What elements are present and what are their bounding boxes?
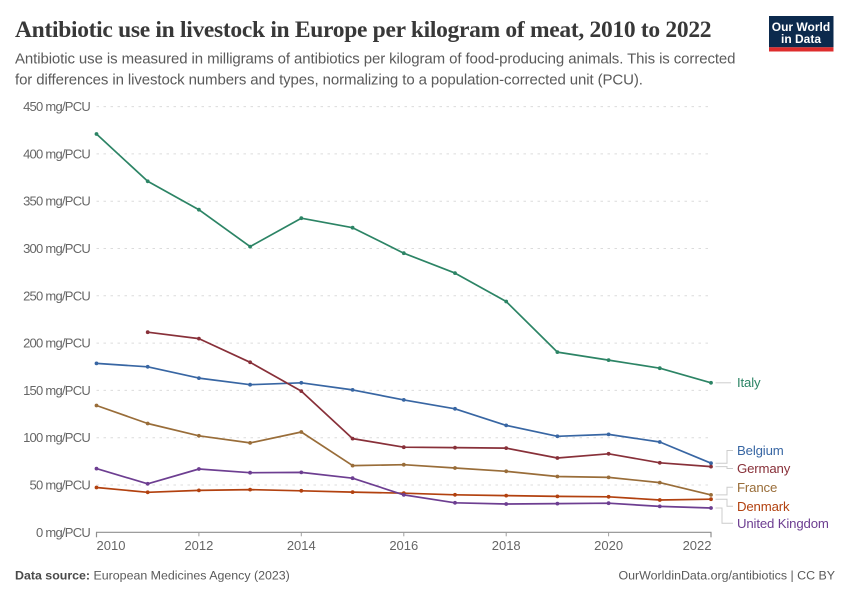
svg-text:350 mg/PCU: 350 mg/PCU bbox=[23, 194, 90, 209]
svg-text:400 mg/PCU: 400 mg/PCU bbox=[23, 146, 90, 161]
svg-text:for differences in livestock n: for differences in livestock numbers and… bbox=[15, 71, 643, 88]
svg-text:United Kingdom: United Kingdom bbox=[737, 516, 829, 531]
svg-text:Germany: Germany bbox=[737, 461, 791, 476]
svg-text:2022: 2022 bbox=[683, 538, 712, 553]
svg-text:200 mg/PCU: 200 mg/PCU bbox=[23, 336, 90, 351]
svg-text:in Data: in Data bbox=[781, 32, 821, 46]
svg-text:Denmark: Denmark bbox=[737, 499, 790, 514]
svg-text:OurWorldinData.org/antibiotics: OurWorldinData.org/antibiotics | CC BY bbox=[619, 569, 835, 583]
svg-text:450 mg/PCU: 450 mg/PCU bbox=[23, 99, 90, 114]
svg-text:2010: 2010 bbox=[97, 538, 126, 553]
svg-text:Antibiotic use is measured in: Antibiotic use is measured in milligrams… bbox=[15, 50, 735, 67]
svg-text:300 mg/PCU: 300 mg/PCU bbox=[23, 241, 90, 256]
svg-text:0 mg/PCU: 0 mg/PCU bbox=[36, 525, 90, 540]
svg-text:Italy: Italy bbox=[737, 375, 761, 390]
svg-text:2018: 2018 bbox=[492, 538, 521, 553]
svg-text:50 mg/PCU: 50 mg/PCU bbox=[30, 478, 91, 493]
svg-text:Belgium: Belgium bbox=[737, 443, 784, 458]
svg-text:2020: 2020 bbox=[594, 538, 623, 553]
svg-text:2014: 2014 bbox=[287, 538, 316, 553]
svg-text:Antibiotic use in livestock in: Antibiotic use in livestock in Europe pe… bbox=[15, 17, 711, 43]
svg-text:2012: 2012 bbox=[184, 538, 213, 553]
svg-text:150 mg/PCU: 150 mg/PCU bbox=[23, 383, 90, 398]
svg-text:Data source: European Medicine: Data source: European Medicines Agency (… bbox=[15, 569, 290, 583]
svg-text:250 mg/PCU: 250 mg/PCU bbox=[23, 288, 90, 303]
svg-text:Our World: Our World bbox=[772, 20, 830, 34]
svg-text:2016: 2016 bbox=[389, 538, 418, 553]
svg-text:France: France bbox=[737, 480, 777, 495]
svg-text:100 mg/PCU: 100 mg/PCU bbox=[23, 430, 90, 445]
